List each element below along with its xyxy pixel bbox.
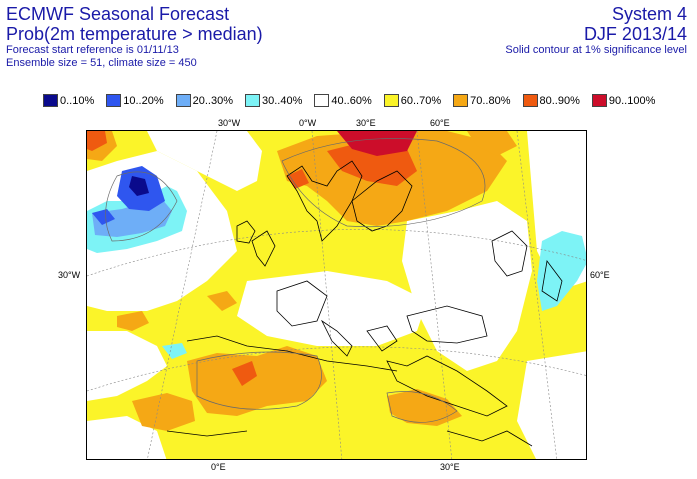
tick-bottom-0e: 0°E [211, 462, 226, 472]
map [86, 130, 587, 460]
legend-item: 0..10% [43, 94, 94, 107]
header-left: ECMWF Seasonal Forecast Prob(2m temperat… [6, 4, 263, 70]
legend-swatch [591, 94, 607, 107]
probability-darkred-barents [337, 131, 417, 156]
map-canvas [87, 131, 586, 459]
legend-swatch [106, 94, 122, 107]
significance-contours [105, 138, 486, 423]
probability-navy-atlantic [129, 176, 149, 196]
legend-label: 0..10% [60, 94, 95, 107]
legend: 0..10% 10..20% 20..30% 30..40% 40..60% 60..70… [43, 94, 667, 107]
legend-item: 20..30% [175, 94, 233, 107]
legend-item: 40..60% [314, 94, 372, 107]
tick-top-60e: 60°E [430, 118, 450, 128]
legend-item: 60..70% [383, 94, 442, 107]
legend-swatch [383, 94, 399, 107]
tick-right-60e: 60°E [590, 270, 610, 280]
legend-item: 70..80% [453, 94, 511, 107]
probability-orange-libya [387, 389, 462, 426]
legend-swatch [314, 94, 330, 107]
ensemble-size: Ensemble size = 51, climate size = 450 [6, 57, 197, 69]
probability-orange-north-africa [187, 346, 327, 416]
tick-left-30w: 30°W [58, 270, 81, 280]
map-title: ECMWF Seasonal Forecast [6, 4, 230, 24]
legend-swatch [175, 94, 191, 107]
legend-label: 20..30% [192, 94, 233, 107]
legend-swatch [245, 94, 260, 107]
legend-label: 90..100% [608, 94, 656, 107]
legend-label: 10..20% [123, 94, 164, 107]
legend-label: 70..80% [470, 94, 511, 107]
probability-white-central-atlantic [237, 271, 427, 346]
legend-label: 60..70% [400, 94, 442, 107]
legend-label: 80..90% [539, 94, 580, 107]
forecast-start-ref: Forecast start reference is 01/11/13 [6, 44, 179, 56]
coastlines [166, 160, 563, 447]
legend-swatch [522, 94, 538, 107]
probability-orange-spain [207, 291, 237, 311]
probability-orange-atlantic-small [117, 311, 149, 331]
probability-white-middle-east [517, 351, 586, 459]
legend-swatch [43, 94, 58, 107]
probability-blue-atlantic-small [92, 209, 115, 225]
contour-note: Solid contour at 1% significance level [505, 44, 687, 56]
tick-top-30w: 30°W [218, 118, 241, 128]
legend-item: 30..40% [245, 94, 302, 107]
probability-cyan-small [162, 343, 187, 359]
season-label: DJF 2013/14 [583, 24, 687, 44]
tick-top-30e: 30°E [356, 118, 376, 128]
legend-item: 80..90% [522, 94, 580, 107]
legend-item: 10..20% [106, 94, 164, 107]
probability-orange-west-africa [132, 393, 195, 431]
probability-white-east-europe [402, 201, 532, 371]
probability-redorange-northwest [87, 131, 107, 151]
tick-top-0w: 0°W [299, 118, 317, 128]
map-subtitle: Prob(2m temperature > median) [6, 24, 263, 44]
legend-item: 90..100% [591, 94, 656, 107]
system-label: System 4 [611, 4, 687, 24]
probability-redorange-sahara [232, 361, 257, 386]
tick-bottom-30e: 30°E [440, 462, 460, 472]
header-right: System 4 DJF 2013/14 Solid contour at 1%… [505, 4, 687, 57]
legend-label: 30..40% [262, 94, 303, 107]
legend-label: 40..60% [331, 94, 372, 107]
probability-white-atlantic-south [87, 331, 167, 401]
probability-orange-northeast [467, 131, 517, 156]
legend-swatch [453, 94, 469, 107]
probability-white-north-atlantic [147, 131, 262, 191]
